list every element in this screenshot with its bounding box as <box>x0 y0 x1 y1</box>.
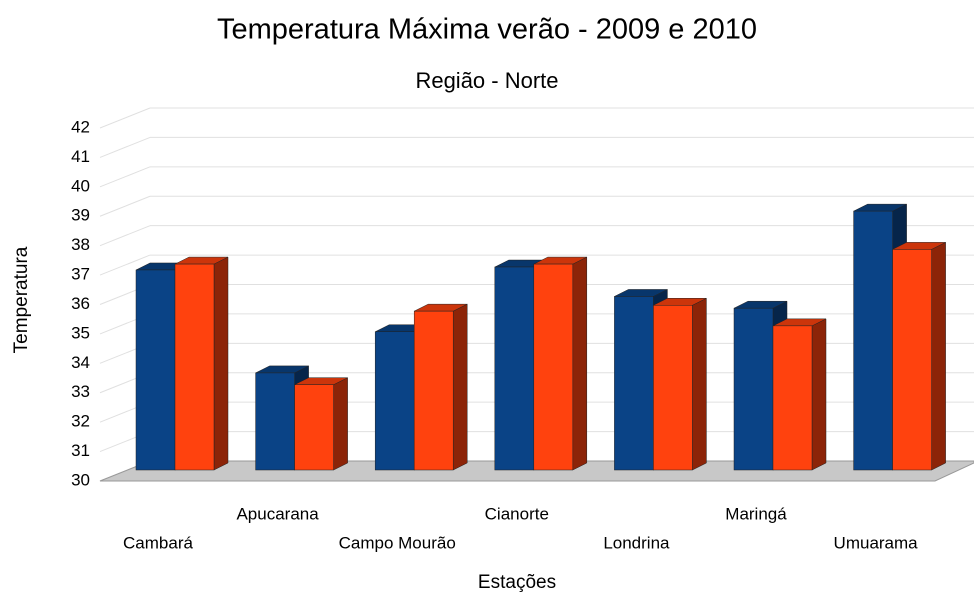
y-tick-label: 33 <box>71 382 90 401</box>
bar <box>733 307 774 471</box>
bar <box>135 269 176 471</box>
y-tick-label: 36 <box>71 294 90 313</box>
x-tick-label: Maringá <box>725 504 787 523</box>
y-tick-label: 37 <box>71 265 90 284</box>
grid-diagonal <box>99 195 151 217</box>
chart-subtitle: Região - Norte <box>415 68 558 93</box>
y-tick-label: 35 <box>71 323 90 342</box>
grid-diagonal <box>99 254 151 276</box>
bar-side <box>213 256 229 471</box>
y-tick-label: 38 <box>71 235 90 254</box>
y-tick-label: 41 <box>71 147 90 166</box>
grid-diagonal <box>99 107 151 129</box>
bar <box>294 384 334 471</box>
chart-title: Temperatura Máxima verão - 2009 e 2010 <box>217 14 757 46</box>
bar <box>533 263 574 471</box>
bar <box>853 210 893 471</box>
grid-diagonal <box>99 166 151 188</box>
bar <box>255 372 295 471</box>
bar-side <box>333 377 348 471</box>
bar-side <box>692 297 707 471</box>
bar <box>614 296 654 471</box>
bar-side <box>811 318 827 471</box>
bar-side <box>931 241 946 471</box>
grid-diagonal <box>99 136 151 158</box>
bar-side <box>572 256 588 471</box>
x-tick-label: Londrina <box>603 533 670 552</box>
x-tick-label: Campo Mourão <box>339 533 456 552</box>
y-tick-label: 42 <box>71 117 90 136</box>
bar <box>374 331 415 471</box>
x-axis-label: Estações <box>478 572 556 593</box>
y-tick-label: 34 <box>71 353 90 372</box>
y-tick-label: 31 <box>71 441 90 460</box>
bar <box>174 263 215 471</box>
bar <box>413 310 454 471</box>
y-tick-label: 32 <box>71 412 90 431</box>
bar <box>494 266 535 471</box>
y-tick-label: 39 <box>71 206 90 225</box>
bar <box>653 305 693 471</box>
x-tick-label: Umuarama <box>834 533 919 552</box>
bar-side <box>452 303 468 471</box>
bar <box>772 325 813 471</box>
bar <box>892 249 932 471</box>
x-tick-label: Cianorte <box>485 504 549 523</box>
x-tick-label: Cambará <box>123 533 193 552</box>
y-axis-label: Temperatura <box>11 246 32 353</box>
y-tick-label: 30 <box>71 470 90 489</box>
grid-diagonal <box>99 225 151 247</box>
y-tick-label: 40 <box>71 176 90 195</box>
x-tick-label: Apucarana <box>236 504 319 523</box>
